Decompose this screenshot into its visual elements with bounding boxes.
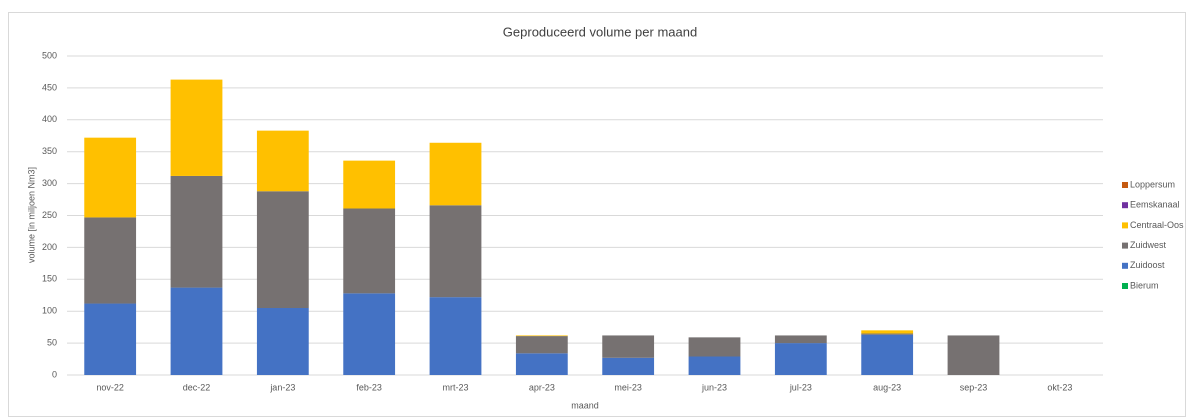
bar-segment <box>256 191 309 309</box>
legend-label: Zuidoost <box>1130 260 1165 270</box>
legend-swatch <box>1122 262 1128 269</box>
y-tick-label: 500 <box>42 50 57 60</box>
x-tick-label: mei-23 <box>614 382 642 392</box>
bar-segment <box>429 205 482 298</box>
legend-swatch <box>1122 283 1128 289</box>
legend-label: Eemskanaal <box>1130 200 1180 210</box>
bar-segment <box>602 335 655 358</box>
bar-segment <box>343 293 396 375</box>
x-tick-label: nov-22 <box>96 382 124 392</box>
x-axis-label: maand <box>571 400 599 410</box>
bar-segment <box>170 287 223 375</box>
x-tick-label: okt-23 <box>1047 382 1072 392</box>
bar-segment <box>515 336 568 354</box>
bar-segment <box>602 357 655 375</box>
bar-segment <box>170 79 223 176</box>
bar-segment <box>861 334 914 375</box>
bar-segment <box>688 356 741 375</box>
y-tick-label: 200 <box>42 242 57 252</box>
bar-segment <box>343 208 396 294</box>
bar-segment <box>774 335 827 344</box>
legend-swatch <box>1122 242 1128 249</box>
y-tick-label: 400 <box>42 114 57 124</box>
y-tick-label: 300 <box>42 178 57 188</box>
legend-label: Centraal-Oos <box>1130 220 1184 230</box>
bar-segment <box>861 330 914 334</box>
x-tick-label: aug-23 <box>873 382 901 392</box>
y-axis-label: volume [in miljoen Nm3] <box>26 167 36 263</box>
x-tick-label: apr-23 <box>529 382 555 392</box>
bar-segment <box>256 308 309 375</box>
bar-segment <box>861 333 914 335</box>
legend-swatch <box>1122 182 1128 188</box>
y-tick-label: 350 <box>42 146 57 156</box>
bar-segment <box>429 142 482 206</box>
x-tick-label: jul-23 <box>789 382 812 392</box>
bar-segment <box>84 217 137 304</box>
bar-segment <box>343 160 396 209</box>
legend-swatch <box>1122 222 1128 229</box>
bar-segment <box>170 175 223 288</box>
bar-segment <box>515 335 568 337</box>
bar-segment <box>688 337 741 357</box>
x-tick-label: sep-23 <box>960 382 988 392</box>
legend-label: Loppersum <box>1130 179 1175 189</box>
x-tick-label: jun-23 <box>701 382 727 392</box>
x-tick-label: dec-22 <box>183 382 211 392</box>
legend-label: Zuidwest <box>1130 240 1167 250</box>
x-tick-label: mrt-23 <box>442 382 468 392</box>
bar-segment <box>84 137 137 218</box>
bar-segment <box>429 297 482 375</box>
chart-title: Geproduceerd volume per maand <box>503 24 697 39</box>
legend-label: Bierum <box>1130 280 1159 290</box>
x-tick-label: feb-23 <box>356 382 382 392</box>
x-tick-label: jan-23 <box>269 382 295 392</box>
y-tick-label: 150 <box>42 274 57 284</box>
y-tick-label: 50 <box>47 337 57 347</box>
y-tick-label: 250 <box>42 210 57 220</box>
bar-segment <box>84 303 137 375</box>
y-tick-label: 450 <box>42 82 57 92</box>
y-tick-label: 0 <box>52 369 57 379</box>
bar-segment <box>947 335 1000 375</box>
bar-segment <box>256 130 309 192</box>
legend-swatch <box>1122 202 1128 209</box>
bar-segment <box>774 343 827 375</box>
y-tick-label: 100 <box>42 306 57 316</box>
bar-segment <box>515 353 568 375</box>
